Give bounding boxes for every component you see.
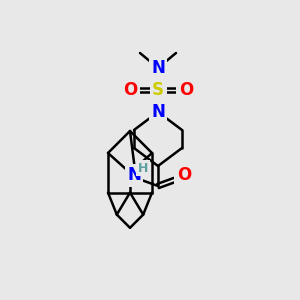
Text: H: H <box>138 161 148 175</box>
Text: N: N <box>151 59 165 77</box>
Text: O: O <box>179 81 193 99</box>
Text: S: S <box>152 81 164 99</box>
Text: O: O <box>177 166 191 184</box>
Text: N: N <box>151 103 165 121</box>
Text: N: N <box>127 166 141 184</box>
Text: O: O <box>123 81 137 99</box>
